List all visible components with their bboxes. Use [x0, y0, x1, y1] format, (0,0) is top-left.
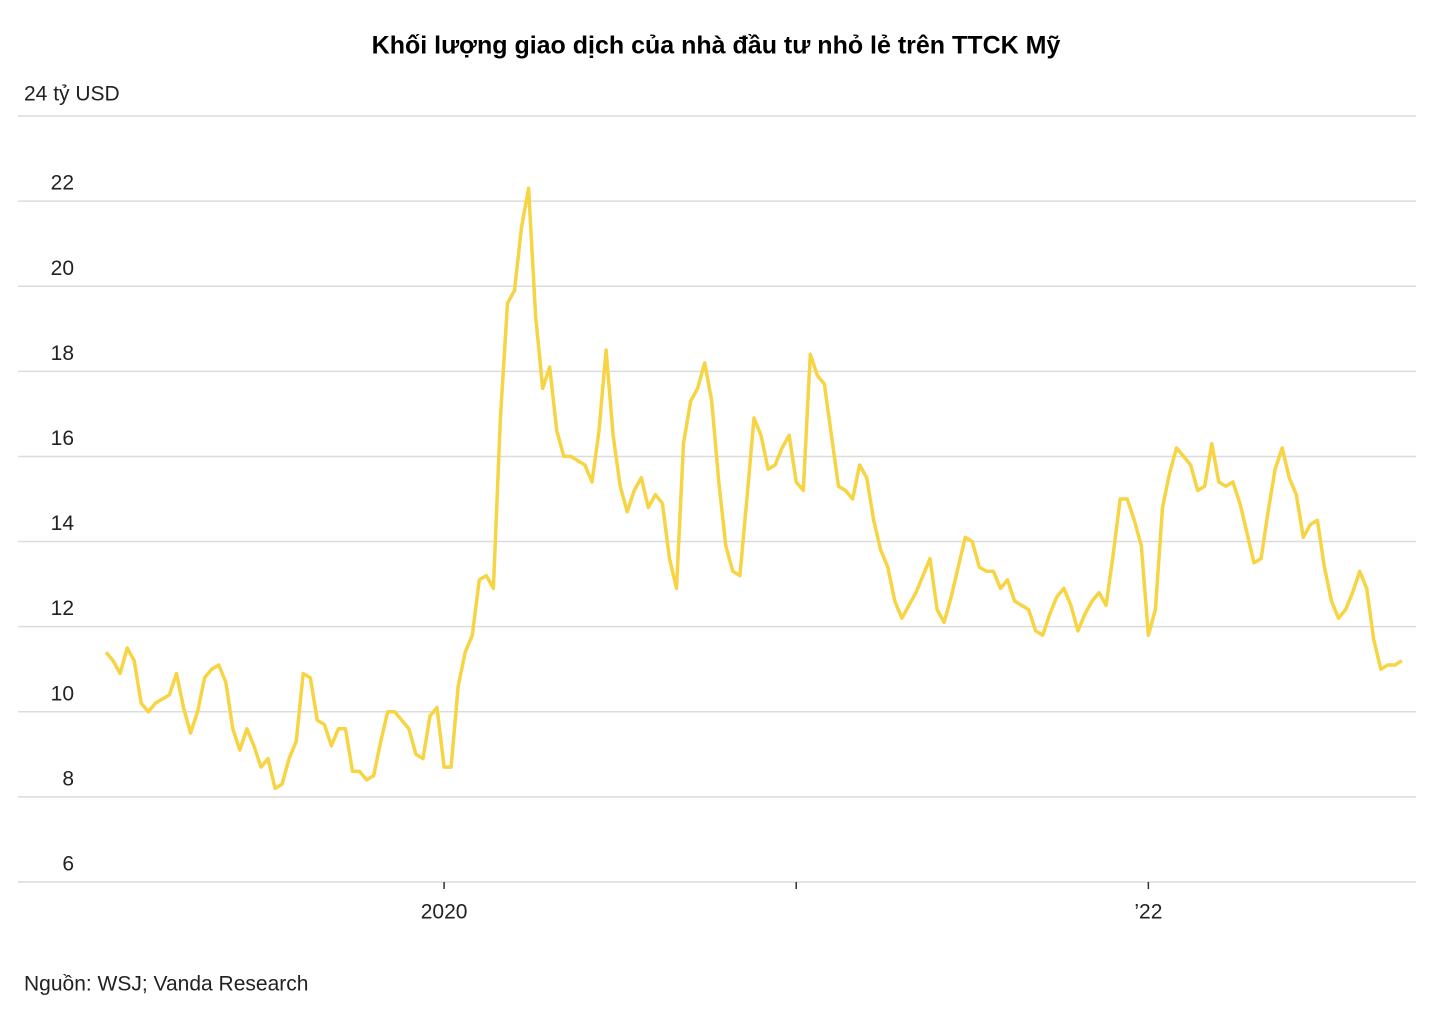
y-tick-label: 16: [51, 427, 74, 450]
y-tick-label: 10: [51, 682, 74, 705]
y-tick-label: 18: [51, 342, 74, 365]
data-line: [104, 186, 1403, 791]
y-tick-label: 12: [51, 597, 74, 620]
y-tick-label: 20: [51, 257, 74, 280]
chart-title: Khối lượng giao dịch của nhà đầu tư nhỏ …: [372, 32, 1061, 60]
x-tick-label: ’22: [1134, 901, 1162, 924]
y-tick-label: 6: [62, 853, 74, 876]
y-tick-label: 8: [62, 767, 74, 790]
source-note: Nguồn: WSJ; Vanda Research: [24, 973, 308, 996]
y-tick-label: 14: [51, 512, 75, 535]
y-tick-label: 24 tỷ USD: [24, 83, 120, 106]
x-tick-label: 2020: [421, 901, 468, 924]
y-tick-label: 22: [51, 172, 74, 195]
